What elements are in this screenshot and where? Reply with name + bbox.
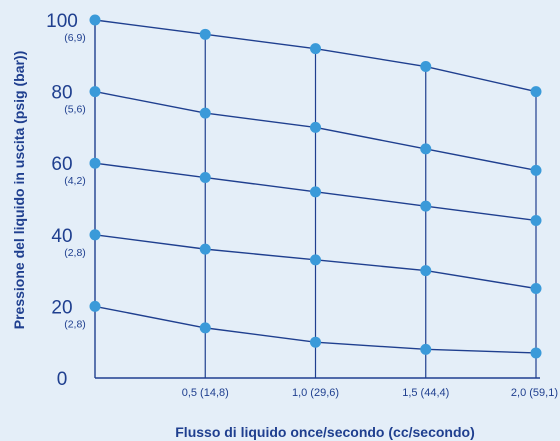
point-s0-x1 — [199, 28, 211, 40]
y-tick-label-1: 20 — [51, 297, 72, 318]
point-s0-x4 — [530, 86, 542, 98]
point-s3-x4 — [530, 283, 542, 294]
point-s0-x3 — [420, 61, 432, 73]
x-tick-label-1: 0,5 (14,8) — [182, 387, 229, 399]
point-s0-x0 — [89, 14, 101, 26]
point-s1-x3 — [420, 143, 432, 155]
point-s1-x0 — [89, 86, 101, 98]
y-tick-label-4: 80 — [51, 83, 72, 104]
point-s4-x1 — [199, 322, 211, 334]
x-tick-label-2: 1,0 (29,6) — [292, 387, 339, 399]
point-s1-x2 — [310, 121, 321, 133]
y-tick-label-2: 40 — [51, 226, 72, 247]
point-s3-x0 — [89, 229, 101, 241]
y-tick-sub-2: (2,8) — [64, 247, 86, 259]
x-tick-label-3: 1,5 (44,4) — [402, 387, 449, 399]
y-tick-sub-5: (6,9) — [64, 32, 86, 44]
axis-layer — [94, 20, 540, 379]
series-layer — [89, 14, 542, 359]
point-s4-x4 — [530, 347, 542, 359]
y-axis-title: Pressione del liquido in uscita (psig (b… — [11, 51, 27, 329]
point-s1-x1 — [199, 107, 211, 119]
point-s2-x2 — [310, 186, 321, 198]
point-s1-x4 — [530, 164, 542, 176]
x-tick-labels: 0,5 (14,8) 1,0 (29,6) 1,5 (44,4) 2,0 (59,1) — [182, 387, 558, 399]
y-tick-sub-3: (4,2) — [64, 175, 86, 187]
x-axis-title: Flusso di liquido once/secondo (cc/secon… — [175, 424, 474, 440]
point-s4-x0 — [89, 300, 101, 312]
point-s2-x3 — [420, 200, 432, 212]
point-s4-x3 — [420, 343, 432, 355]
y-tick-label-3: 60 — [51, 154, 72, 175]
y-tick-sub-4: (5,6) — [64, 104, 86, 116]
point-s2-x1 — [199, 172, 211, 184]
point-s4-x2 — [310, 336, 321, 348]
point-s2-x4 — [530, 214, 542, 226]
grid-layer — [204, 34, 537, 378]
point-s0-x2 — [310, 43, 321, 55]
y-tick-labels: 020(2,8)40(2,8)60(4,2)80(5,6)100(6,9) — [46, 11, 86, 390]
y-tick-sub-1: (2,8) — [64, 318, 86, 330]
point-s3-x2 — [310, 254, 321, 266]
x-tick-label-4: 2,0 (59,1) — [511, 387, 558, 399]
point-s3-x1 — [199, 243, 211, 255]
y-tick-label-0: 0 — [57, 369, 68, 390]
y-tick-label-5: 100 — [46, 11, 78, 32]
point-s2-x0 — [89, 157, 101, 169]
point-s3-x3 — [420, 265, 432, 277]
